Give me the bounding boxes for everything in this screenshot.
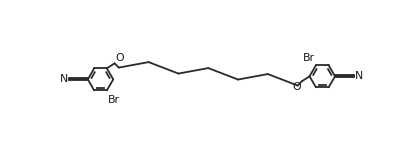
Text: Br: Br xyxy=(302,53,314,63)
Text: O: O xyxy=(115,53,123,63)
Text: O: O xyxy=(292,82,301,92)
Text: N: N xyxy=(354,71,362,81)
Text: N: N xyxy=(60,74,68,84)
Text: Br: Br xyxy=(107,95,119,105)
